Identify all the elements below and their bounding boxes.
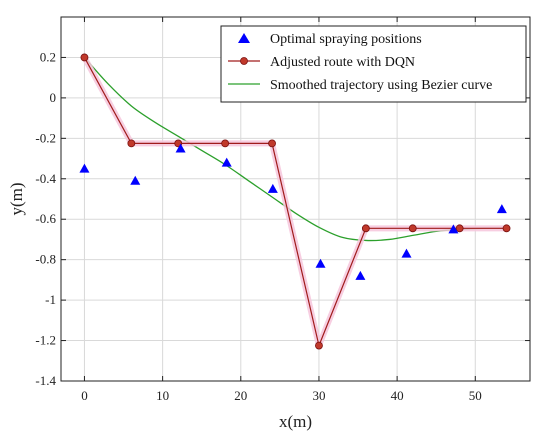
dqn-route-point bbox=[221, 139, 230, 148]
bezier-trajectory-line bbox=[83, 57, 507, 242]
y-tick-label: -1 bbox=[45, 292, 56, 307]
legend-entry-optimal-spraying: Optimal spraying positions bbox=[238, 32, 422, 47]
y-tick-label: -0.4 bbox=[35, 171, 56, 186]
y-tick-label: 0 bbox=[50, 90, 57, 105]
optimal-spraying-point bbox=[448, 224, 459, 234]
dqn-route-point bbox=[80, 53, 89, 62]
legend: Optimal spraying positions Adjusted rout… bbox=[220, 25, 527, 103]
optimal-spraying-point bbox=[355, 270, 366, 280]
optimal-spraying-point bbox=[130, 175, 141, 185]
legend-label-dqn-route: Adjusted route with DQN bbox=[270, 55, 415, 70]
dqn-route-point bbox=[502, 224, 511, 233]
legend-box bbox=[220, 25, 527, 103]
optimal-spraying-point bbox=[315, 258, 326, 268]
legend-entry-bezier: Smoothed trajectory using Bezier curve bbox=[228, 78, 492, 93]
y-tick-label: 0.2 bbox=[40, 49, 56, 64]
optimal-spraying-point bbox=[79, 163, 90, 173]
x-axis-label: x(m) bbox=[279, 412, 312, 431]
dqn-route-point bbox=[127, 139, 136, 148]
x-tick-label: 0 bbox=[81, 388, 88, 403]
optimal-spraying-point bbox=[221, 157, 232, 167]
plot-frame bbox=[60, 16, 531, 382]
y-tick-label: -0.2 bbox=[35, 130, 56, 145]
optimal-spraying-point bbox=[496, 204, 507, 214]
ticks: 0 10 20 30 40 50 0.2 0 -0.2 -0.4 -0.6 -0.8 -1 -1.2 -1.… bbox=[35, 17, 530, 403]
y-tick-label: -1.2 bbox=[35, 333, 56, 348]
x-tick-label: 30 bbox=[312, 388, 325, 403]
x-tick-label: 10 bbox=[156, 388, 169, 403]
legend-label-optimal-spraying: Optimal spraying positions bbox=[270, 32, 422, 47]
series-layer bbox=[79, 53, 511, 350]
dqn-route-point bbox=[268, 139, 276, 148]
y-tick-label: -0.8 bbox=[35, 252, 56, 267]
optimal-spraying-point bbox=[401, 248, 412, 258]
dqn-route-point bbox=[408, 224, 417, 233]
legend-entry-dqn-route: Adjusted route with DQN bbox=[228, 55, 415, 70]
x-tick-label: 50 bbox=[469, 388, 482, 403]
dqn-route-point bbox=[315, 341, 323, 350]
optimal-spraying-point bbox=[267, 183, 278, 193]
x-tick-label: 40 bbox=[391, 388, 404, 403]
dqn-route-point bbox=[455, 224, 464, 233]
x-tick-label: 20 bbox=[234, 388, 247, 403]
legend-label-bezier: Smoothed trajectory using Bezier curve bbox=[270, 78, 492, 93]
dqn-route-point bbox=[361, 224, 370, 233]
y-tick-label: -0.6 bbox=[35, 211, 56, 226]
legend-circle-marker bbox=[240, 57, 248, 65]
y-axis-label: y(m) bbox=[7, 182, 26, 215]
dqn-route-line bbox=[83, 57, 507, 348]
legend-triangle-marker bbox=[238, 33, 250, 43]
y-tick-label: -1.4 bbox=[35, 373, 56, 388]
optimal-spraying-point bbox=[175, 143, 186, 153]
